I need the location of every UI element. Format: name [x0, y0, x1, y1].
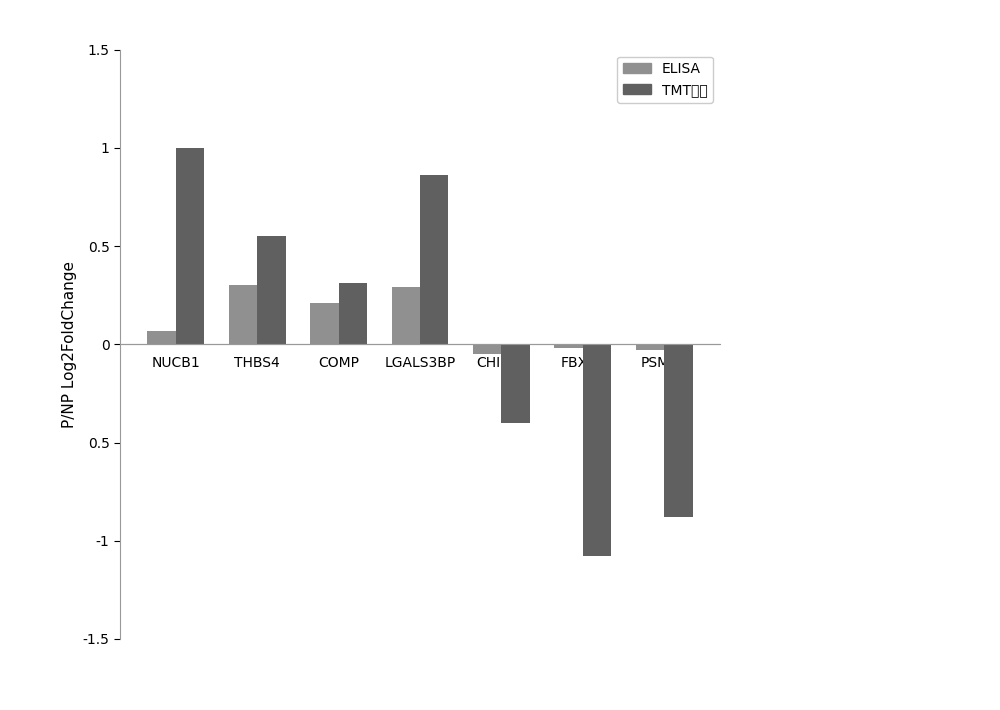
Bar	[147, 331, 176, 344]
Bar	[257, 236, 286, 344]
Bar	[229, 285, 257, 344]
Bar	[310, 303, 339, 344]
Bar	[420, 175, 448, 344]
Bar	[392, 288, 420, 344]
Y-axis label: P/NP Log2FoldChange: P/NP Log2FoldChange	[62, 261, 77, 428]
Bar	[339, 283, 367, 344]
Bar	[176, 148, 204, 344]
Bar	[501, 344, 530, 423]
Bar	[583, 344, 611, 557]
Bar	[664, 344, 693, 517]
Legend: ELISA, TMT检测: ELISA, TMT检测	[617, 57, 713, 103]
Bar	[636, 344, 664, 350]
Bar	[554, 344, 583, 349]
Bar	[473, 344, 501, 354]
